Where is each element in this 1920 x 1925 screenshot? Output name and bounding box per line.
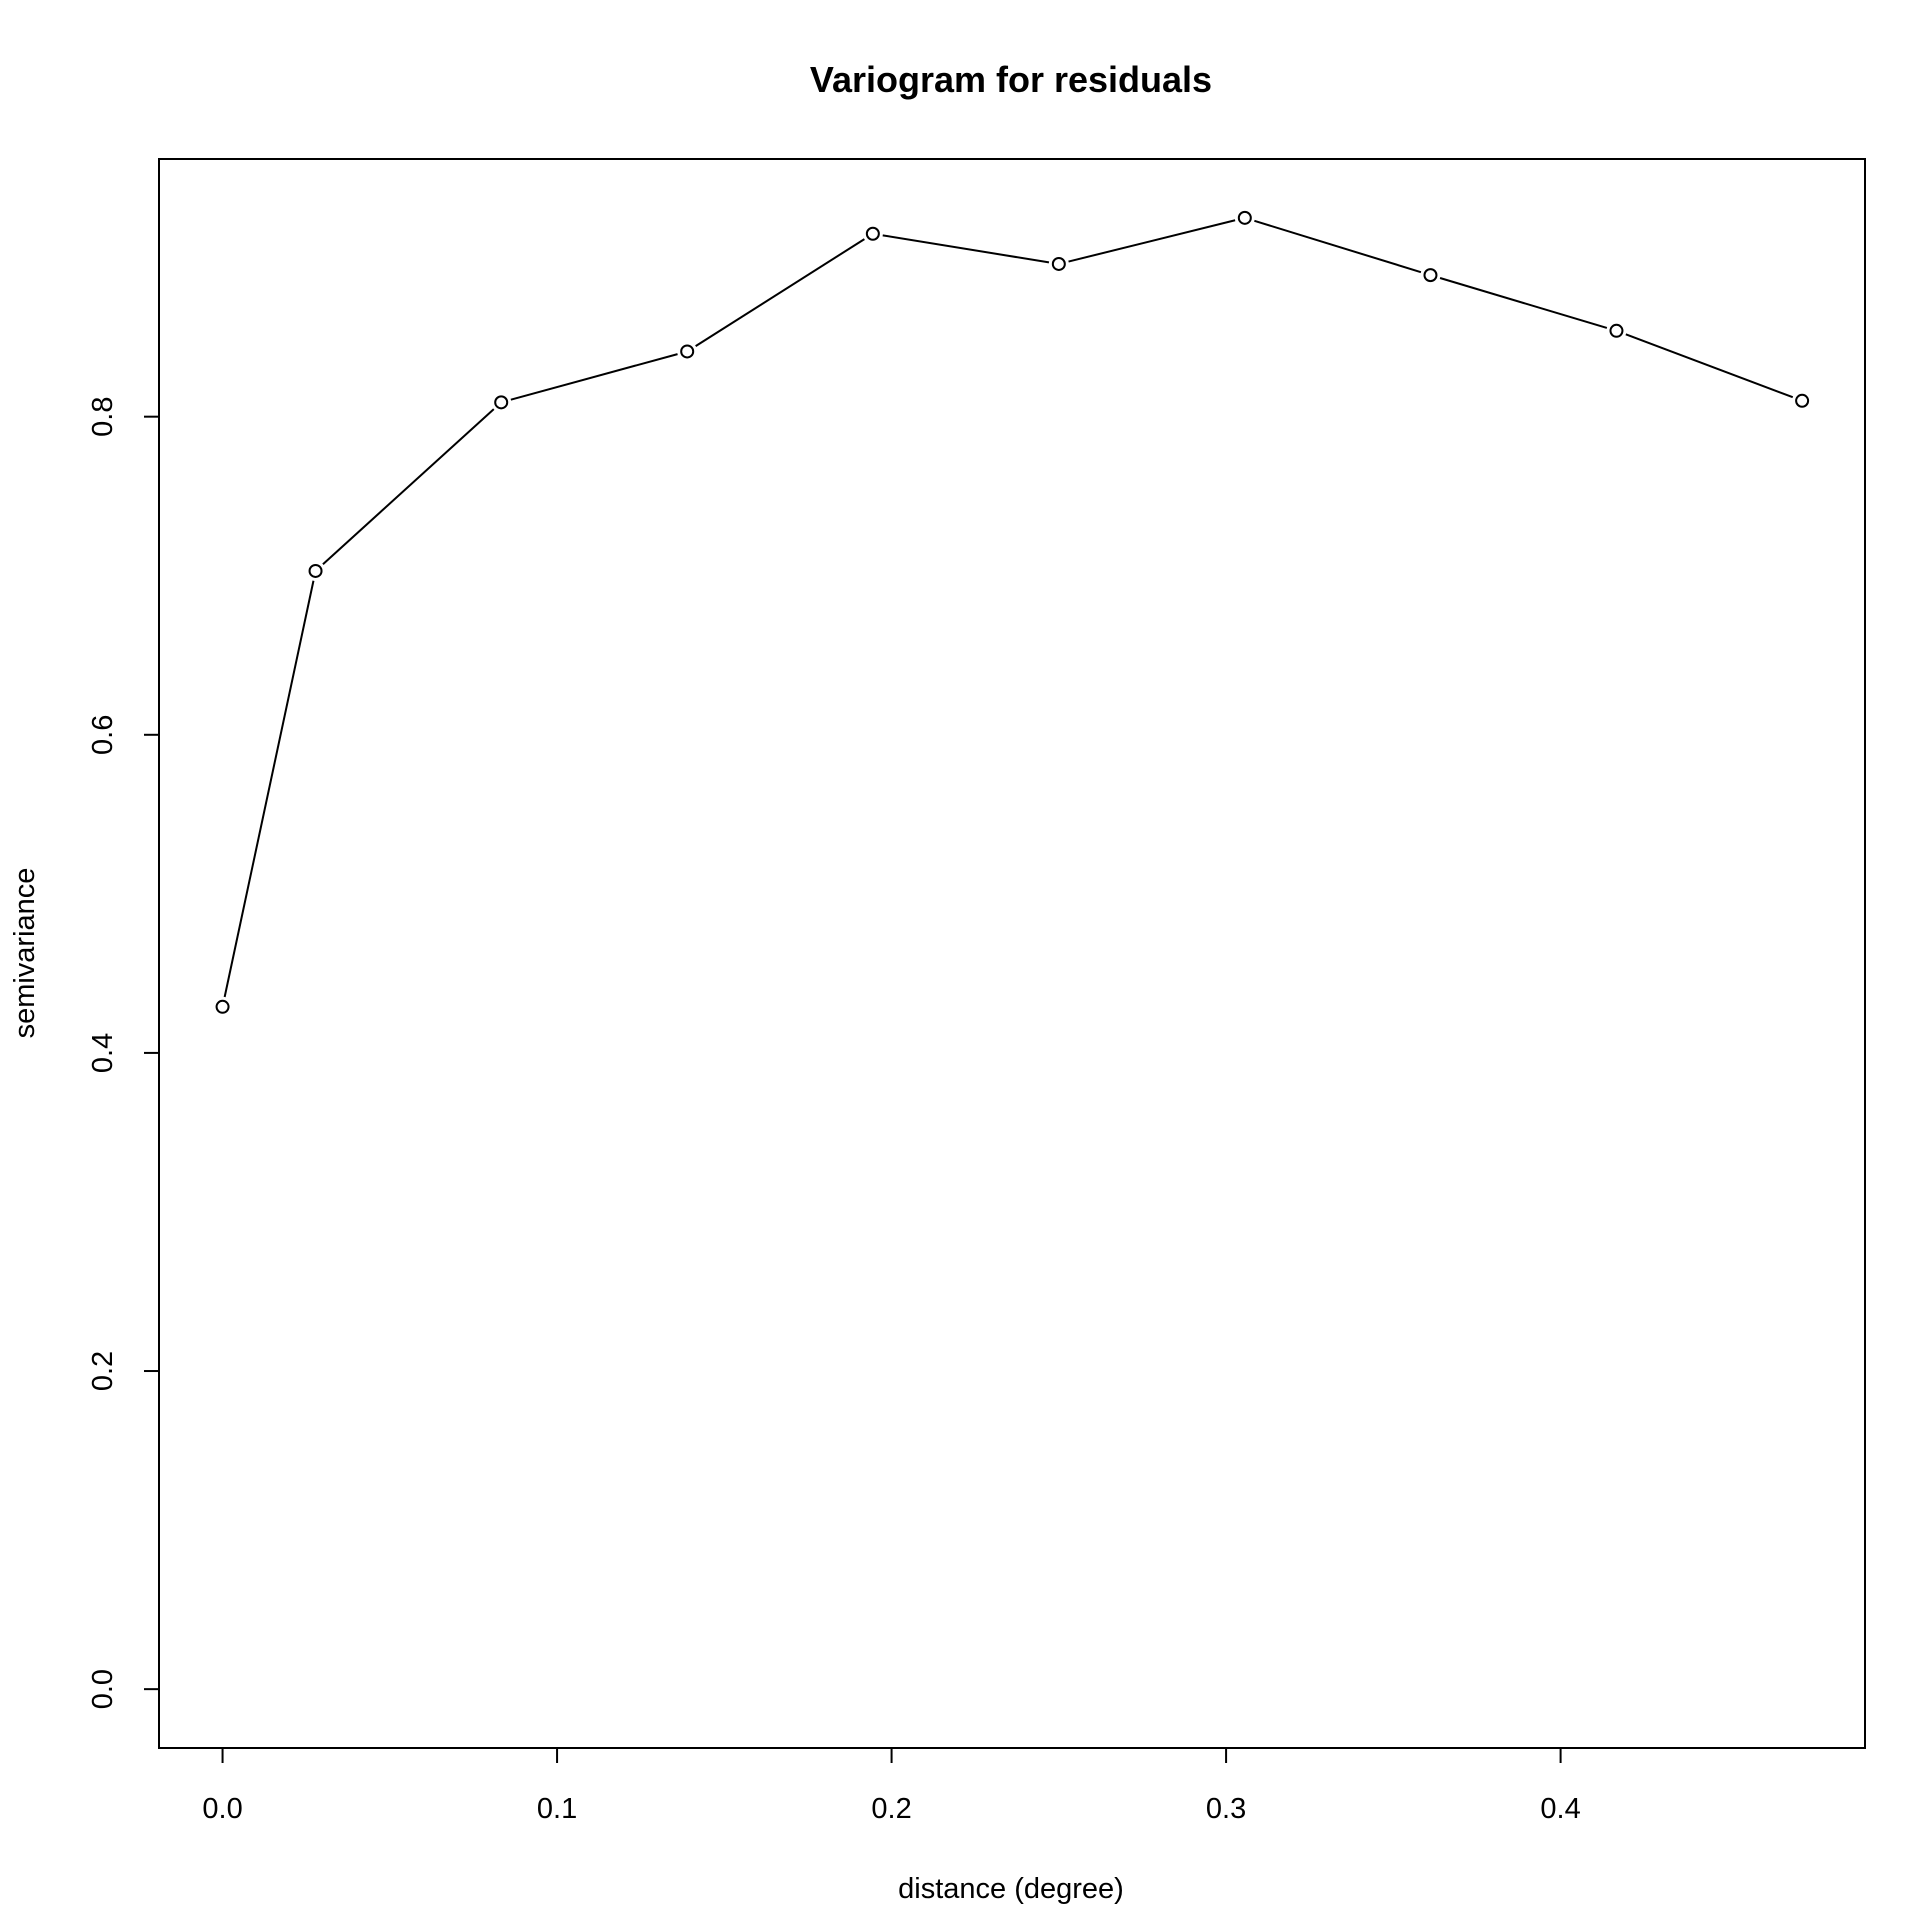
y-tick-label: 0.2 [87, 1351, 119, 1391]
data-point [1609, 323, 1624, 338]
y-tick-label: 0.8 [87, 397, 119, 437]
data-point [1051, 256, 1066, 271]
y-axis-label: semivariance [9, 868, 41, 1039]
x-tick-label: 0.3 [1206, 1793, 1246, 1825]
data-point [308, 563, 323, 578]
data-point [1423, 268, 1438, 283]
plot-frame [158, 158, 1866, 1749]
series-segment [223, 580, 315, 998]
series-segment [510, 353, 678, 401]
chart-title: Variogram for residuals [810, 59, 1212, 100]
x-tick-label: 0.0 [202, 1793, 242, 1825]
y-tick-label: 0.0 [87, 1669, 119, 1709]
x-axis: 0.0 0.1 0.2 0.3 0.4 [202, 1747, 1581, 1825]
data-point [865, 226, 880, 241]
series-layer [215, 210, 1810, 1014]
series-segment [1625, 333, 1794, 399]
series-segment [1068, 219, 1236, 263]
x-tick-label: 0.1 [537, 1793, 577, 1825]
x-axis-label: distance (degree) [898, 1873, 1124, 1905]
data-point [215, 999, 230, 1014]
data-point [680, 344, 695, 359]
data-point [1795, 393, 1810, 408]
data-point [494, 395, 509, 410]
y-tick-label: 0.4 [87, 1033, 119, 1073]
x-tick-label: 0.2 [871, 1793, 911, 1825]
series-segment [695, 238, 865, 347]
x-tick-label: 0.4 [1540, 1793, 1580, 1825]
y-tick-label: 0.6 [87, 715, 119, 755]
series-segment [322, 408, 495, 565]
y-axis: 0.0 0.2 0.4 0.6 0.8 [87, 397, 160, 1709]
series-segment [1254, 219, 1422, 274]
series-segment [882, 234, 1050, 264]
series-segment [1439, 277, 1608, 329]
data-point [1237, 210, 1252, 225]
